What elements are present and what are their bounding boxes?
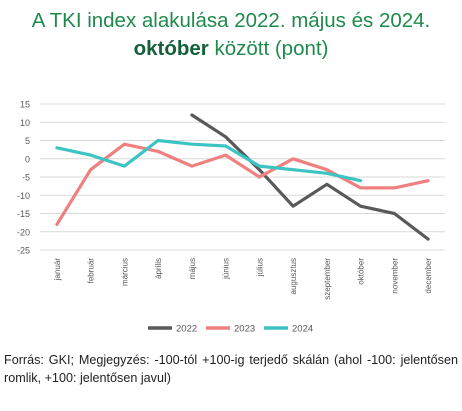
y-tick-label: 15 — [20, 100, 30, 110]
x-tick-label: március — [120, 258, 129, 286]
chart-title-line1: A TKI index alakulása 2022. május és 202… — [31, 9, 431, 32]
y-tick-label: -20 — [17, 227, 30, 237]
legend-label-2022: 2022 — [176, 324, 197, 335]
y-tick-label: 0 — [25, 154, 30, 164]
legend-label-2024: 2024 — [292, 324, 313, 335]
chart-title-rest: között (pont) — [208, 37, 329, 60]
y-tick-label: -10 — [17, 191, 30, 201]
series-line-2022 — [190, 113, 430, 241]
y-tick-label: -5 — [22, 173, 30, 183]
x-tick-label: december — [424, 258, 433, 294]
y-tick-label: 5 — [25, 136, 30, 146]
x-tick-label: február — [87, 258, 96, 284]
source-note: Forrás: GKI; Megjegyzés: -100-tól +100-i… — [4, 353, 458, 385]
x-tick-label: augusztus — [289, 258, 298, 294]
y-tick-label: 10 — [20, 118, 30, 128]
x-tick-label: január — [53, 258, 62, 282]
x-tick-label: július — [255, 258, 264, 277]
x-tick-label: április — [154, 258, 163, 279]
x-tick-label: május — [188, 258, 197, 279]
x-tick-label: október — [357, 258, 366, 285]
y-tick-label: -15 — [17, 209, 30, 219]
chart-title-accent: október — [133, 37, 209, 60]
x-tick-label: november — [390, 258, 399, 294]
y-tick-label: -25 — [17, 246, 30, 256]
line-chart: 15 10 5 0 -5 -10 -15 -20 -25 január február március… — [17, 100, 445, 335]
legend-label-2023: 2023 — [234, 324, 255, 335]
x-tick-label: szeptember — [323, 258, 332, 300]
x-tick-label: június — [222, 258, 231, 280]
chart-title-line2: október között (pont) — [0, 36, 462, 62]
series-line-2023 — [55, 142, 430, 226]
series-line-2024 — [55, 138, 363, 183]
